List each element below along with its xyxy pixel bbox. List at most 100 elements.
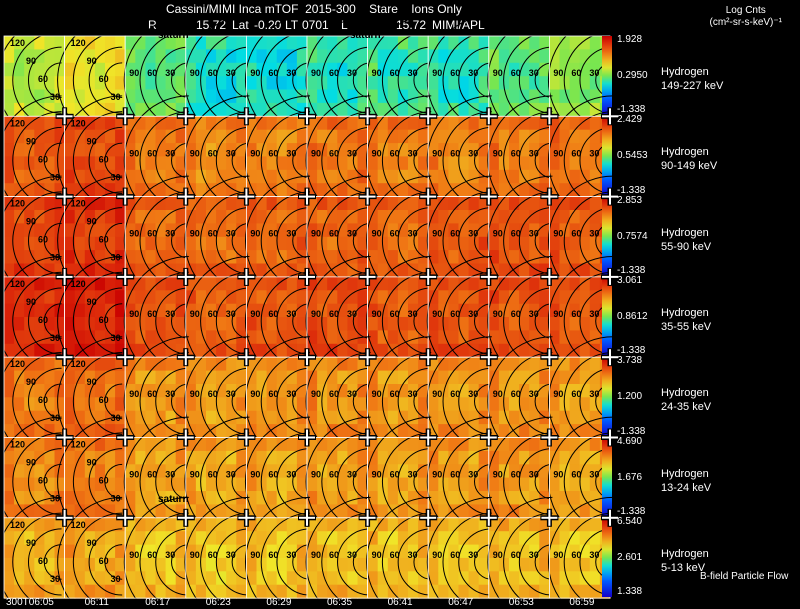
heat-cell (307, 517, 318, 532)
heat-cell (14, 491, 25, 505)
heat-cell (165, 343, 177, 358)
heat-cell (4, 102, 15, 117)
heat-cell (357, 116, 369, 131)
heat-cell (539, 464, 550, 479)
heat-cell (155, 343, 167, 358)
heat-cell (74, 102, 86, 117)
heat-cell (14, 62, 25, 77)
heat-cell (64, 76, 76, 91)
heat-cell (367, 317, 379, 331)
contour-label: 30 (50, 574, 60, 584)
heat-cell (185, 263, 197, 278)
heat-cell (438, 263, 449, 278)
heat-cell (579, 317, 591, 331)
heat-cell (307, 531, 318, 546)
heat-cell (165, 544, 177, 559)
heat-cell (357, 76, 369, 91)
heat-cell (337, 557, 348, 572)
heat-cell (266, 531, 278, 546)
heat-cell (519, 116, 530, 131)
heat-cell (84, 531, 96, 546)
heat-cell (115, 303, 126, 318)
contour-label: 60 (208, 550, 218, 560)
heat-cell (448, 517, 460, 532)
heat-cell (387, 357, 399, 372)
heat-cell (24, 89, 35, 104)
crosshair-marker (548, 188, 551, 205)
heat-cell (579, 424, 591, 439)
heat-cell (387, 102, 399, 117)
heat-cell (569, 116, 581, 131)
heat-cell (519, 250, 530, 265)
heat-cell (54, 504, 66, 519)
heat-cell (206, 397, 217, 412)
heat-cell (34, 210, 45, 224)
heat-cell (44, 210, 56, 224)
heat-cell (135, 156, 146, 171)
heat-cell (408, 250, 419, 265)
heat-cell (448, 116, 460, 131)
crosshair-marker (63, 108, 66, 125)
heat-cell (408, 156, 419, 171)
heat-cell (165, 410, 177, 425)
heat-cell (377, 250, 389, 265)
heat-cell (64, 223, 76, 238)
crosshair-marker (184, 268, 187, 285)
heat-cell (377, 531, 389, 546)
heat-cell (408, 357, 419, 372)
heat-cell (367, 129, 379, 144)
heat-cell (488, 370, 500, 385)
heat-cell (14, 102, 25, 117)
heat-cell (408, 437, 419, 452)
heat-cell (236, 464, 247, 479)
contour-line (215, 46, 250, 114)
heat-cell (74, 156, 86, 171)
heat-cell (145, 156, 157, 171)
heat-cell (387, 183, 399, 198)
heat-cell (307, 571, 318, 586)
heat-cell (135, 504, 146, 519)
heat-cell (397, 330, 409, 345)
crosshair-marker (124, 429, 127, 446)
heat-cell (448, 317, 460, 331)
heat-cell (387, 236, 399, 251)
heat-cell (34, 76, 45, 91)
heat-cell (125, 183, 136, 198)
heat-cell (14, 76, 25, 91)
heat-cell (387, 317, 399, 331)
contour-label: 120 (10, 279, 25, 289)
heat-cell (246, 89, 258, 104)
contour-line (518, 287, 553, 355)
heat-cell (367, 36, 379, 50)
heat-cell (296, 557, 308, 572)
contour-label: 60 (38, 235, 48, 245)
crosshair-marker (63, 509, 66, 526)
heat-cell (296, 357, 308, 372)
heat-cell (44, 531, 56, 546)
heat-cell (125, 544, 136, 559)
crosshair-marker (245, 108, 248, 125)
heat-cell (498, 250, 510, 265)
heat-cell (64, 250, 76, 265)
heat-cell (367, 584, 379, 599)
heat-cell (579, 129, 591, 144)
heat-cell (579, 343, 591, 358)
heat-cell (226, 76, 237, 91)
heat-cell (296, 290, 308, 305)
heat-cell (589, 276, 601, 291)
heat-cell (276, 584, 288, 599)
contour-label: 30 (468, 470, 478, 480)
heat-cell (145, 410, 157, 425)
units-line1: Log Cnts (725, 5, 766, 16)
heat-cell (145, 263, 157, 278)
heat-cell (266, 102, 278, 117)
heat-cell (408, 464, 419, 479)
heat-cell (387, 276, 399, 291)
colorbar-mid: 1.200 (617, 391, 643, 403)
heat-cell (34, 504, 45, 519)
heat-cell (438, 129, 449, 144)
heat-cell (84, 290, 96, 305)
heat-cell (175, 236, 187, 251)
heat-cell (498, 410, 510, 425)
colorbar-mid: 0.8612 (617, 311, 648, 323)
